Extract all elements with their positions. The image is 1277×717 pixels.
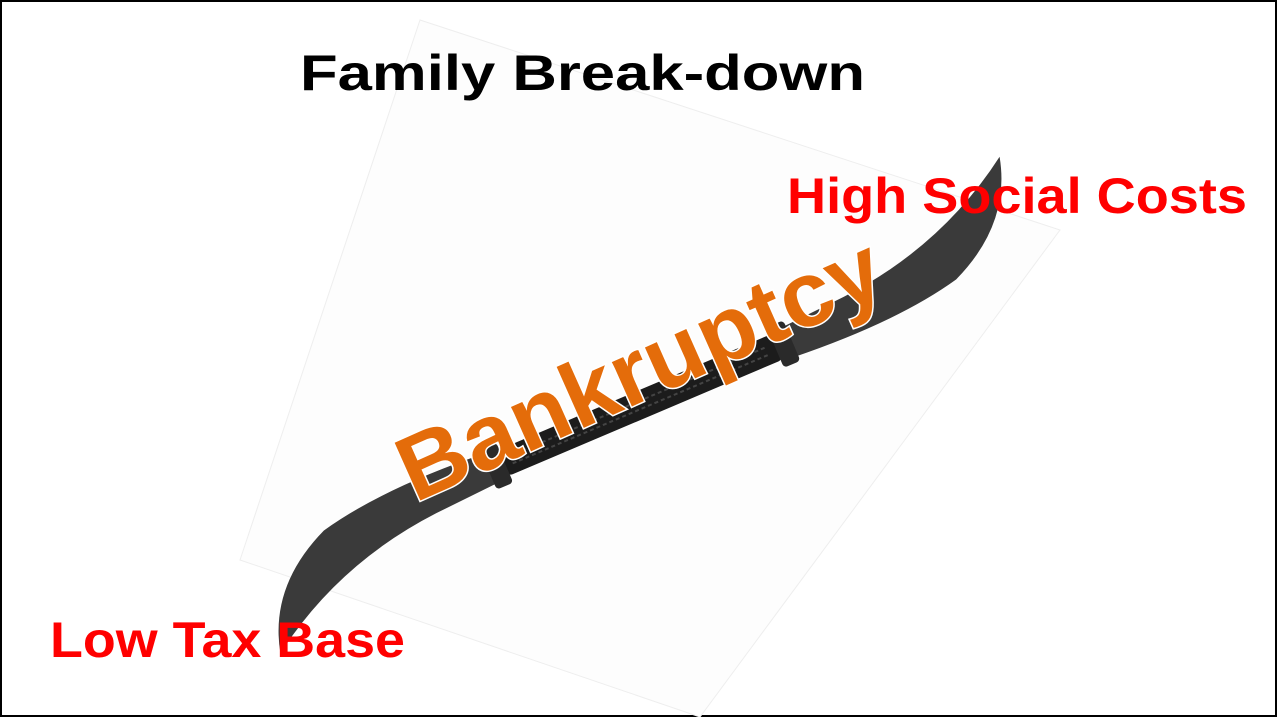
bottom-left-label: Low Tax Base <box>50 612 405 668</box>
slide-title: Family Break-down <box>300 45 865 101</box>
slide: Family Break-down High Social Costs Low … <box>0 0 1277 717</box>
page: Family Break-down High Social Costs Low … <box>0 0 1277 717</box>
top-right-label: High Social Costs <box>787 168 1247 224</box>
